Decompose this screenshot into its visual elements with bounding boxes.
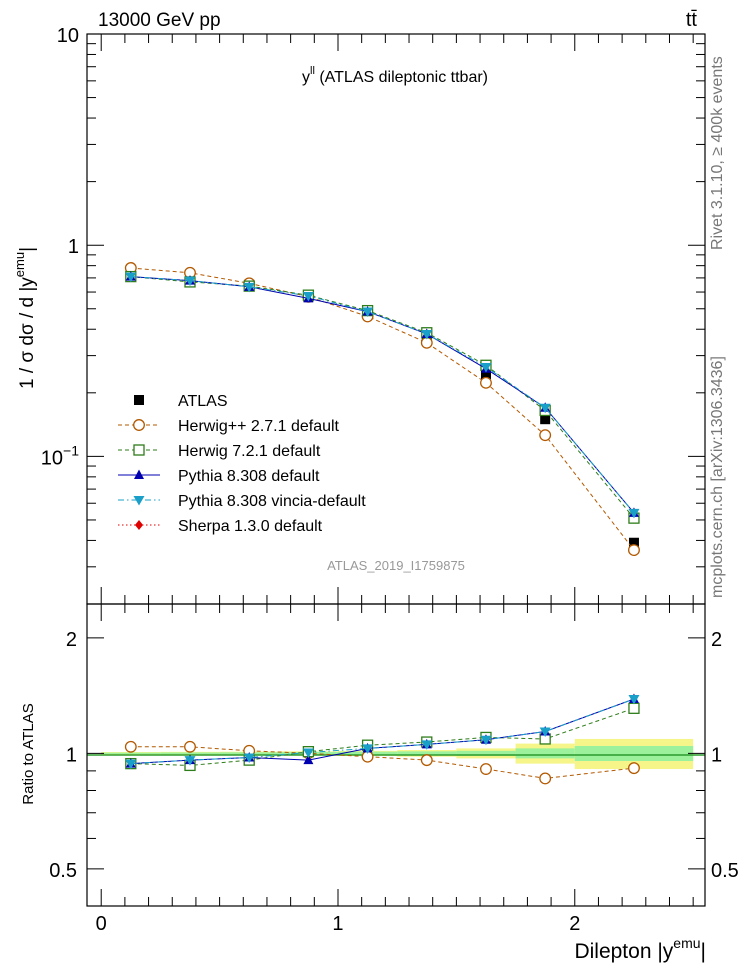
ratio-point	[303, 754, 314, 765]
uncertainty-band-inner	[397, 751, 457, 756]
uncertainty-band-inner	[515, 748, 575, 759]
legend-entry: Sherpa 1.3.0 default	[118, 518, 323, 535]
uncertainty-band-inner	[574, 745, 694, 761]
data-point	[125, 272, 137, 283]
plot-title: yll (ATLAS dileptonic ttbar)	[302, 65, 488, 86]
watermark: ATLAS_2019_I1759875	[327, 558, 465, 573]
y-tick-label: 1	[68, 236, 79, 258]
data-point	[421, 329, 433, 340]
mcplots-label: mcplots.cern.ch [arXiv:1306.3436]	[709, 356, 726, 598]
ratio-y-axis-label: Ratio to ATLAS	[20, 703, 37, 804]
data-point	[243, 282, 255, 293]
ratio-plot-frame	[86, 603, 706, 907]
legend-marker	[133, 419, 145, 431]
ratio-point	[184, 740, 196, 753]
data-point	[539, 429, 552, 442]
ratio-line	[130, 746, 635, 779]
series-line	[130, 267, 635, 551]
legend-marker	[133, 444, 145, 456]
ratio-point	[362, 744, 374, 754]
x-tick-label: 2	[569, 913, 580, 935]
legend-marker	[134, 395, 144, 405]
ratio-point	[184, 756, 196, 766]
series-4	[125, 272, 640, 519]
ratio-point	[421, 740, 433, 750]
uncertainty-band-inner	[101, 752, 161, 754]
ratio-y-tick-label-right: 0.5	[711, 860, 739, 882]
ratio-series-3	[125, 695, 640, 770]
ratio-point	[420, 754, 433, 767]
ratio-y-tick-label-right: 2	[711, 629, 722, 651]
ratio-point	[628, 762, 640, 775]
y-tick-label: 10	[57, 25, 79, 47]
x-tick-label: 0	[96, 913, 107, 935]
data-point	[362, 307, 374, 318]
ratio-point	[628, 695, 640, 705]
process-label: tt̄	[686, 9, 698, 31]
legend-label: Herwig++ 2.7.1 default	[178, 418, 340, 435]
ratio-y-tick-label-right: 1	[711, 744, 722, 766]
uncertainty-band-inner	[456, 750, 516, 756]
legend-marker	[134, 469, 144, 479]
legend-label: ATLAS	[178, 393, 228, 410]
legend-entry: Herwig 7.2.1 default	[118, 443, 321, 460]
ratio-point	[539, 727, 551, 737]
legend-marker	[135, 520, 143, 530]
ratio-y-tick-label-left: 2	[66, 629, 77, 651]
legend-label: Pythia 8.308 default	[178, 468, 320, 485]
legend-label: Pythia 8.308 vincia-default	[178, 493, 366, 510]
x-axis-label: Dilepton |yemu|	[574, 935, 706, 963]
ratio-series-0	[124, 740, 640, 785]
data-point	[302, 291, 314, 302]
main-y-axis-label: 1 / σ dσ / d |yemu|	[12, 247, 38, 389]
ratio-point	[539, 772, 552, 785]
legend-entry: Pythia 8.308 vincia-default	[118, 493, 366, 510]
data-point	[539, 403, 551, 414]
legend-label: Sherpa 1.3.0 default	[178, 518, 323, 535]
ratio-line	[130, 698, 635, 765]
energy-label: 13000 GeV pp	[98, 10, 221, 31]
ratio-point	[302, 748, 314, 758]
ratio-y-tick-label-left: 1	[66, 744, 77, 766]
data-point	[540, 414, 551, 425]
ratio-point	[243, 753, 255, 764]
data-point	[480, 362, 492, 373]
ratio-point	[124, 740, 137, 753]
ratio-point	[480, 763, 492, 775]
data-point	[480, 369, 491, 380]
legend-entry: Herwig++ 2.7.1 default	[118, 418, 340, 435]
data-point	[628, 544, 640, 557]
ratio-point	[628, 702, 640, 714]
data-point	[184, 276, 196, 287]
series-line	[130, 276, 635, 514]
legend: ATLAS Herwig++ 2.7.1 default Herwig 7.2.1 …	[118, 393, 366, 535]
data-point	[628, 508, 640, 519]
data-point	[628, 537, 639, 548]
ratio-point	[480, 735, 492, 746]
legend-entry: ATLAS	[134, 393, 228, 410]
ratio-point	[125, 759, 137, 770]
x-tick-label: 1	[332, 913, 343, 935]
legend-marker	[133, 496, 145, 506]
legend-entry: Pythia 8.308 default	[118, 468, 320, 485]
data-point	[480, 376, 492, 389]
uncertainty-band-inner	[160, 752, 220, 755]
legend-label: Herwig 7.2.1 default	[178, 443, 321, 460]
ratio-y-tick-label-left: 0.5	[49, 860, 77, 882]
rivet-version-label: Rivet 3.1.10, ≥ 400k events	[709, 56, 726, 250]
ratio-panel: 0.5 0.5 1 1 2 2 0 1 2 Ratio to ATLAS Dilepton |y…	[20, 603, 739, 963]
